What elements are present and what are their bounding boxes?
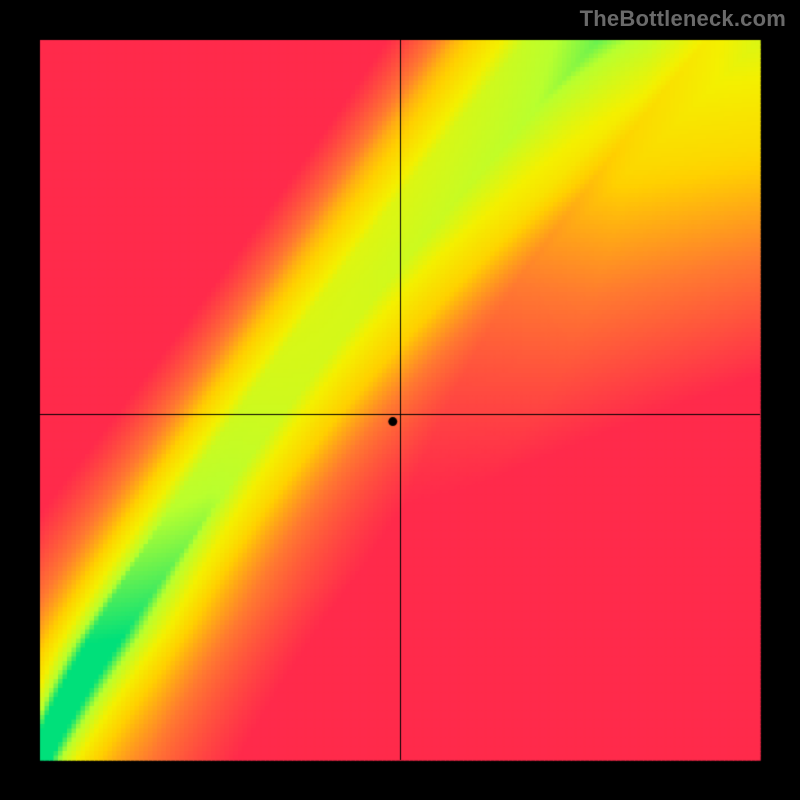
watermark-text: TheBottleneck.com (580, 6, 786, 32)
chart-stage: TheBottleneck.com (0, 0, 800, 800)
heatmap-canvas (0, 0, 800, 800)
